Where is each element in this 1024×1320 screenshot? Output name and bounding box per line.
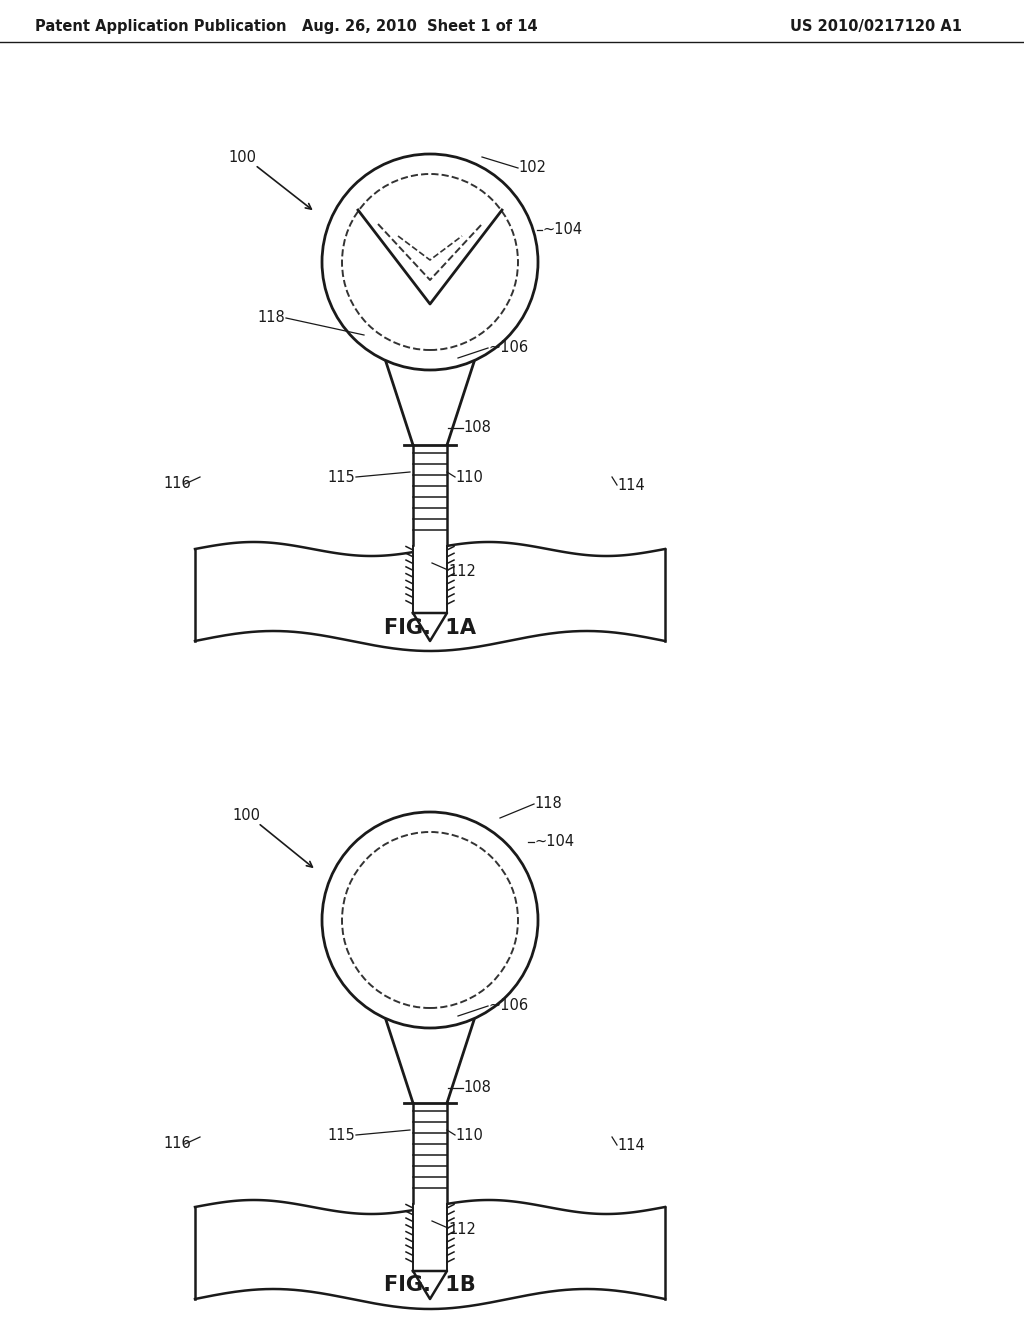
Text: 112: 112 — [449, 565, 476, 579]
Text: 110: 110 — [455, 1127, 483, 1143]
Text: ~106: ~106 — [488, 341, 528, 355]
Text: 110: 110 — [455, 470, 483, 484]
Text: 118: 118 — [534, 796, 562, 812]
Text: Patent Application Publication: Patent Application Publication — [35, 20, 287, 34]
Text: Aug. 26, 2010  Sheet 1 of 14: Aug. 26, 2010 Sheet 1 of 14 — [302, 20, 538, 34]
Text: ~104: ~104 — [534, 834, 574, 850]
Text: 114: 114 — [617, 478, 645, 492]
Text: 116: 116 — [163, 1137, 190, 1151]
Text: FIG.  1A: FIG. 1A — [384, 618, 476, 638]
Text: 115: 115 — [328, 1127, 355, 1143]
Text: 102: 102 — [518, 161, 546, 176]
Text: 100: 100 — [228, 150, 256, 165]
Text: ~104: ~104 — [542, 223, 582, 238]
Text: 115: 115 — [328, 470, 355, 484]
Text: FIG.  1B: FIG. 1B — [384, 1275, 476, 1295]
Text: 108: 108 — [463, 1081, 490, 1096]
Text: ~106: ~106 — [488, 998, 528, 1014]
Text: 114: 114 — [617, 1138, 645, 1152]
Text: 100: 100 — [232, 808, 260, 824]
Text: 108: 108 — [463, 421, 490, 436]
Text: 112: 112 — [449, 1222, 476, 1238]
Text: 116: 116 — [163, 477, 190, 491]
Text: US 2010/0217120 A1: US 2010/0217120 A1 — [790, 20, 962, 34]
Text: 118: 118 — [257, 310, 285, 326]
